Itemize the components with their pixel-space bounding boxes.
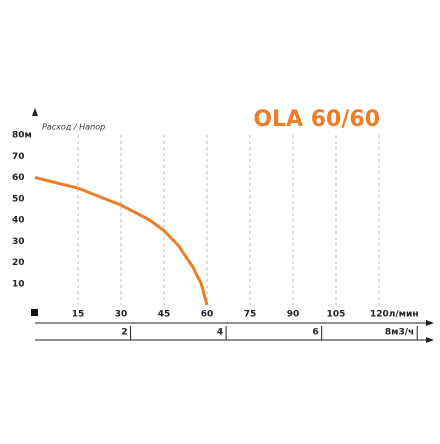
x-tick-label: 15 — [72, 310, 85, 320]
x-tick-label: 120л/мин — [370, 310, 419, 320]
chart-title: OLA 60/60 — [253, 107, 380, 132]
x2-tick-label: 8м3/ч — [385, 328, 414, 338]
y-tick-label: 40 — [12, 216, 25, 226]
x2-tick-label: 4 — [217, 328, 223, 338]
x-axis-arrow — [426, 320, 434, 326]
y-tick-label: 60 — [12, 173, 25, 183]
chart-subtitle: Расход / Напор — [42, 123, 105, 132]
y-tick-label: 70 — [12, 152, 25, 162]
y-tick-label: 30 — [12, 237, 25, 247]
y-tick-label: 50 — [12, 194, 25, 204]
origin-marker — [31, 309, 38, 316]
y-tick-label: 20 — [12, 258, 25, 268]
x2-axis-arrow — [426, 337, 434, 343]
x-tick-label: 75 — [244, 310, 257, 320]
y-tick-label: 10 — [12, 279, 25, 289]
y-tick-label: 80м — [12, 131, 32, 141]
x-tick-label: 90 — [287, 310, 300, 320]
x-tick-label: 30 — [115, 310, 128, 320]
x-tick-label: 45 — [158, 310, 171, 320]
curve — [34, 176, 209, 306]
y-axis-arrow — [32, 108, 38, 116]
x2-tick-label: 6 — [312, 328, 318, 338]
x-tick-label: 60 — [201, 310, 214, 320]
x2-tick-label: 2 — [121, 328, 127, 338]
x-tick-label: 105 — [327, 310, 346, 320]
